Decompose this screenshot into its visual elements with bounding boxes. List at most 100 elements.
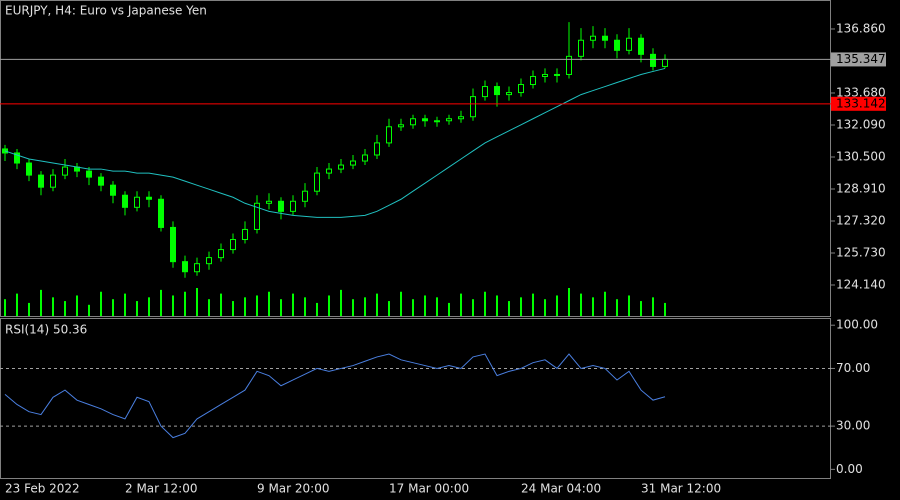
volume-bar xyxy=(472,299,474,316)
volume-bar xyxy=(604,291,606,316)
candle-body xyxy=(362,154,368,162)
candle-body xyxy=(650,53,656,67)
volume-bar xyxy=(196,288,198,316)
chart-title: EURJPY, H4: Euro vs Japanese Yen xyxy=(5,4,207,18)
y-tick-label: 127.320 xyxy=(836,213,886,227)
volume-bar xyxy=(592,297,594,316)
volume-bar xyxy=(412,299,414,316)
candle-body xyxy=(638,37,644,55)
y-tick-label: 30.00 xyxy=(836,419,870,433)
candle-body xyxy=(494,86,500,96)
candle-body xyxy=(326,168,332,174)
volume-bar xyxy=(280,299,282,316)
price-label-box xyxy=(831,52,886,67)
candle-body xyxy=(422,118,428,122)
volume-bar xyxy=(160,289,162,316)
y-tick-label: 128.910 xyxy=(836,181,886,195)
candle-body xyxy=(566,55,572,75)
volume-bar xyxy=(16,293,18,316)
y-tick-label: 0.00 xyxy=(836,462,863,476)
candle-body xyxy=(410,118,416,126)
price-panel xyxy=(0,0,831,317)
candle-body xyxy=(542,73,548,77)
volume-bar xyxy=(316,302,318,316)
candle-body xyxy=(26,162,32,176)
volume-bar xyxy=(64,301,66,316)
candle-body xyxy=(458,116,464,120)
candle-body xyxy=(470,96,476,118)
volume-bar xyxy=(112,299,114,316)
y-tick-label: 136.860 xyxy=(836,21,886,35)
volume-bar xyxy=(436,297,438,316)
volume-bar xyxy=(352,299,354,316)
candle-body xyxy=(374,142,380,156)
candle-body xyxy=(62,166,68,176)
volume-bar xyxy=(400,291,402,316)
x-tick-label: 31 Mar 12:00 xyxy=(641,482,721,496)
candle-body xyxy=(266,200,272,204)
volume-bar xyxy=(268,291,270,316)
candle-body xyxy=(134,196,140,208)
candle-body xyxy=(602,35,608,41)
y-tick-label: 130.500 xyxy=(836,149,886,163)
candle-body xyxy=(254,202,260,230)
x-tick-label: 17 Mar 00:00 xyxy=(389,482,469,496)
candle-body xyxy=(38,174,44,188)
volume-bar xyxy=(556,295,558,316)
candle-body xyxy=(338,164,344,170)
volume-bar xyxy=(364,297,366,316)
candle-body xyxy=(50,174,56,188)
volume-bar xyxy=(532,293,534,316)
candle-body xyxy=(626,37,632,51)
volume-bar xyxy=(256,295,258,316)
candle-body xyxy=(230,239,236,251)
candle-body xyxy=(14,152,20,164)
x-tick-label: 24 Mar 04:00 xyxy=(521,482,601,496)
rsi-panel xyxy=(0,318,831,479)
candle-body xyxy=(386,126,392,144)
volume-bar xyxy=(376,293,378,316)
candle-body xyxy=(578,39,584,57)
volume-bar xyxy=(232,301,234,316)
volume-bar xyxy=(484,291,486,316)
x-tick-label: 9 Mar 20:00 xyxy=(257,482,330,496)
volume-bar xyxy=(88,304,90,316)
y-tick-label: 125.730 xyxy=(836,246,886,260)
candle-body xyxy=(662,58,668,67)
volume-bar xyxy=(304,297,306,316)
volume-bar xyxy=(220,293,222,316)
candle-body xyxy=(170,226,176,263)
candle-body xyxy=(590,35,596,41)
volume-bar xyxy=(544,299,546,316)
volume-bar xyxy=(448,302,450,316)
volume-bar xyxy=(580,293,582,316)
volume-bar xyxy=(184,291,186,316)
volume-bar xyxy=(244,297,246,316)
volume-bar xyxy=(664,302,666,316)
volume-bar xyxy=(292,293,294,316)
candle-body xyxy=(434,120,440,123)
candle-body xyxy=(194,263,200,273)
volume-bar xyxy=(172,295,174,316)
candle-body xyxy=(530,75,536,86)
candle-body xyxy=(122,194,128,208)
price-label-box xyxy=(831,96,886,111)
volume-bar xyxy=(208,299,210,316)
volume-bar xyxy=(640,301,642,316)
volume-bar xyxy=(388,301,390,316)
volume-bar xyxy=(568,288,570,316)
candle-body xyxy=(614,39,620,51)
candle-body xyxy=(218,249,224,259)
y-tick-label: 124.140 xyxy=(836,278,886,292)
candle-body xyxy=(350,160,356,166)
price-label: 133.142 xyxy=(836,96,886,110)
y-tick-label: 100.00 xyxy=(836,318,878,332)
volume-bar xyxy=(340,289,342,316)
candle-body xyxy=(290,200,296,212)
volume-bar xyxy=(328,295,330,316)
candle-body xyxy=(98,176,104,186)
price-label: 135.347 xyxy=(836,52,886,66)
volume-bar xyxy=(460,293,462,316)
